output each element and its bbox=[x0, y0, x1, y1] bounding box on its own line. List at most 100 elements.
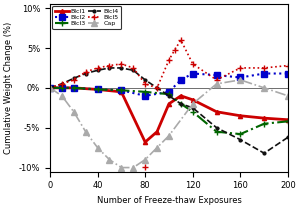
Cap bbox=[191, 103, 195, 105]
Blcl3 bbox=[179, 103, 183, 105]
Blcl2 bbox=[119, 89, 123, 92]
Cap bbox=[60, 95, 64, 97]
Blcl3 bbox=[48, 87, 52, 89]
Blcl2 bbox=[48, 87, 52, 89]
Blcl4 bbox=[108, 67, 111, 69]
Blcl1 bbox=[60, 87, 64, 89]
Blcl5 bbox=[173, 48, 177, 51]
Cap bbox=[72, 111, 76, 113]
Blcl2 bbox=[191, 72, 195, 75]
Cap bbox=[167, 134, 171, 137]
Cap bbox=[108, 158, 111, 161]
Blcl4 bbox=[238, 138, 242, 141]
Blcl3 bbox=[215, 130, 218, 133]
Cap bbox=[238, 79, 242, 81]
Blcl4 bbox=[72, 77, 76, 80]
Blcl5 bbox=[108, 64, 111, 67]
Blcl1 bbox=[48, 87, 52, 89]
Blcl3 bbox=[60, 87, 64, 89]
Blcl4 bbox=[143, 79, 147, 81]
Blcl3 bbox=[238, 133, 242, 135]
Blcl5 bbox=[262, 67, 266, 69]
Blcl1 bbox=[96, 88, 99, 91]
Cap bbox=[48, 87, 52, 89]
X-axis label: Number of Freeze-thaw Exposures: Number of Freeze-thaw Exposures bbox=[97, 196, 242, 205]
Blcl3 bbox=[191, 111, 195, 113]
Blcl1 bbox=[119, 90, 123, 93]
Blcl4 bbox=[60, 83, 64, 85]
Blcl1 bbox=[167, 103, 171, 105]
Blcl3 bbox=[143, 90, 147, 93]
Blcl1 bbox=[155, 130, 159, 133]
Blcl5 bbox=[72, 79, 76, 81]
Blcl2 bbox=[215, 74, 218, 76]
Blcl5 bbox=[48, 87, 52, 89]
Blcl5 bbox=[131, 67, 135, 69]
Cap bbox=[131, 166, 135, 169]
Blcl1 bbox=[143, 141, 147, 143]
Blcl3 bbox=[96, 88, 99, 91]
Blcl4 bbox=[167, 95, 171, 97]
Blcl1 bbox=[286, 119, 290, 121]
Blcl4 bbox=[262, 152, 266, 154]
Blcl3 bbox=[167, 93, 171, 96]
Line: Blcl1: Blcl1 bbox=[48, 86, 290, 144]
Cap bbox=[96, 146, 99, 149]
Blcl5 bbox=[84, 71, 87, 73]
Blcl2 bbox=[179, 79, 183, 81]
Y-axis label: Cumulative Weight Change (%): Cumulative Weight Change (%) bbox=[4, 22, 13, 154]
Blcl4 bbox=[155, 87, 159, 89]
Line: Blcl3: Blcl3 bbox=[46, 84, 291, 138]
Blcl5 bbox=[167, 59, 171, 61]
Cap bbox=[84, 130, 87, 133]
Blcl3 bbox=[72, 87, 76, 89]
Blcl4 bbox=[84, 72, 87, 75]
Blcl5 bbox=[286, 64, 290, 67]
Line: Cap: Cap bbox=[47, 77, 291, 170]
Blcl3 bbox=[286, 120, 290, 123]
Line: Blcl5: Blcl5 bbox=[46, 37, 291, 91]
Legend: Blcl1, Blcl2, Blcl3, Blcl4, Blcl5, Cap: Blcl1, Blcl2, Blcl3, Blcl4, Blcl5, Cap bbox=[52, 6, 121, 29]
Blcl1 bbox=[238, 115, 242, 117]
Cap bbox=[143, 158, 147, 161]
Cap bbox=[155, 146, 159, 149]
Blcl5 bbox=[215, 79, 218, 81]
Cap bbox=[286, 95, 290, 97]
Blcl3 bbox=[119, 89, 123, 92]
Blcl2 bbox=[262, 72, 266, 75]
Blcl1 bbox=[215, 111, 218, 113]
Blcl2 bbox=[96, 88, 99, 91]
Blcl2 bbox=[143, 95, 147, 97]
Blcl5 bbox=[60, 83, 64, 85]
Blcl5 bbox=[155, 87, 159, 89]
Blcl4 bbox=[286, 136, 290, 139]
Blcl2 bbox=[72, 87, 76, 89]
Blcl4 bbox=[96, 69, 99, 71]
Blcl3 bbox=[262, 122, 266, 125]
Cap bbox=[262, 87, 266, 89]
Line: Blcl2: Blcl2 bbox=[47, 71, 291, 99]
Blcl4 bbox=[48, 87, 52, 89]
Blcl2 bbox=[238, 76, 242, 79]
Blcl5 bbox=[179, 39, 183, 41]
Blcl4 bbox=[131, 69, 135, 71]
Blcl2 bbox=[286, 72, 290, 75]
Blcl5 bbox=[143, 83, 147, 85]
Blcl2 bbox=[60, 87, 64, 89]
Blcl4 bbox=[119, 67, 123, 69]
Blcl5 bbox=[238, 67, 242, 69]
Blcl4 bbox=[215, 126, 218, 129]
Cap bbox=[215, 83, 218, 85]
Cap bbox=[119, 166, 123, 169]
Blcl5 bbox=[191, 63, 195, 65]
Blcl1 bbox=[179, 95, 183, 97]
Blcl5 bbox=[96, 67, 99, 69]
Blcl2 bbox=[167, 90, 171, 93]
Blcl5 bbox=[119, 63, 123, 65]
Blcl1 bbox=[72, 87, 76, 89]
Blcl1 bbox=[262, 117, 266, 119]
Blcl4 bbox=[191, 107, 195, 109]
Blcl1 bbox=[191, 99, 195, 101]
Line: Blcl4: Blcl4 bbox=[47, 65, 291, 156]
Blcl4 bbox=[179, 103, 183, 105]
